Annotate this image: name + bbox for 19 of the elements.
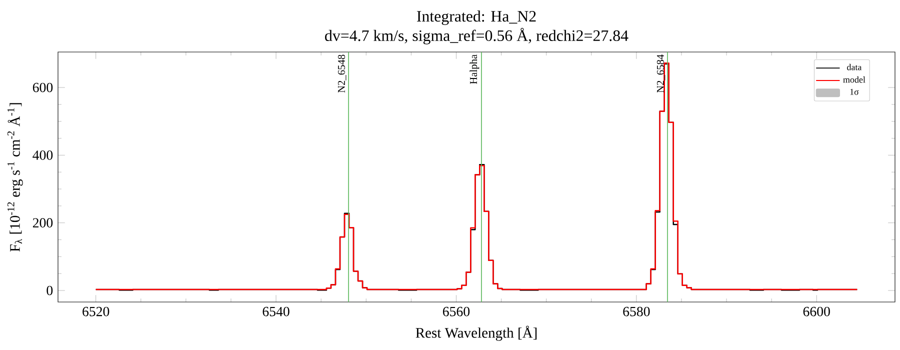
legend-label: data — [847, 64, 862, 70]
text: F$_{λ}$ [10$^{-12}$ erg s$^{-1}$ cm$^{-2}$ Å$^{-1}$] — [7, 103, 23, 252]
x-tick-label: 6520 — [82, 306, 110, 316]
chart-title: Integrated: Ha_N2 — [416, 10, 536, 25]
legend-label: 1σ — [850, 88, 859, 95]
chart-subtitle: dv=4.7 km/s, sigma_ref=0.56 Å, redchi2=27.84 — [325, 28, 628, 44]
x-tick-label: 6560 — [442, 306, 470, 316]
x-axis-title: Rest Wavelength [Å] — [416, 326, 537, 341]
y-tick-label: 0 — [46, 286, 53, 296]
x-tick-label: 6580 — [623, 306, 650, 316]
y-tick-label: 600 — [32, 82, 53, 92]
x-tick-label: 6540 — [262, 306, 290, 316]
legend-label: model — [843, 76, 866, 83]
x-tick-label: 6600 — [803, 306, 830, 316]
y-tick-label: 400 — [32, 150, 53, 160]
y-tick-label: 200 — [32, 218, 53, 228]
ref-line-label: Halpha — [470, 54, 480, 84]
ref-line-label: N2_6584 — [656, 54, 666, 93]
ref-line-label: N2_6548 — [338, 54, 346, 93]
